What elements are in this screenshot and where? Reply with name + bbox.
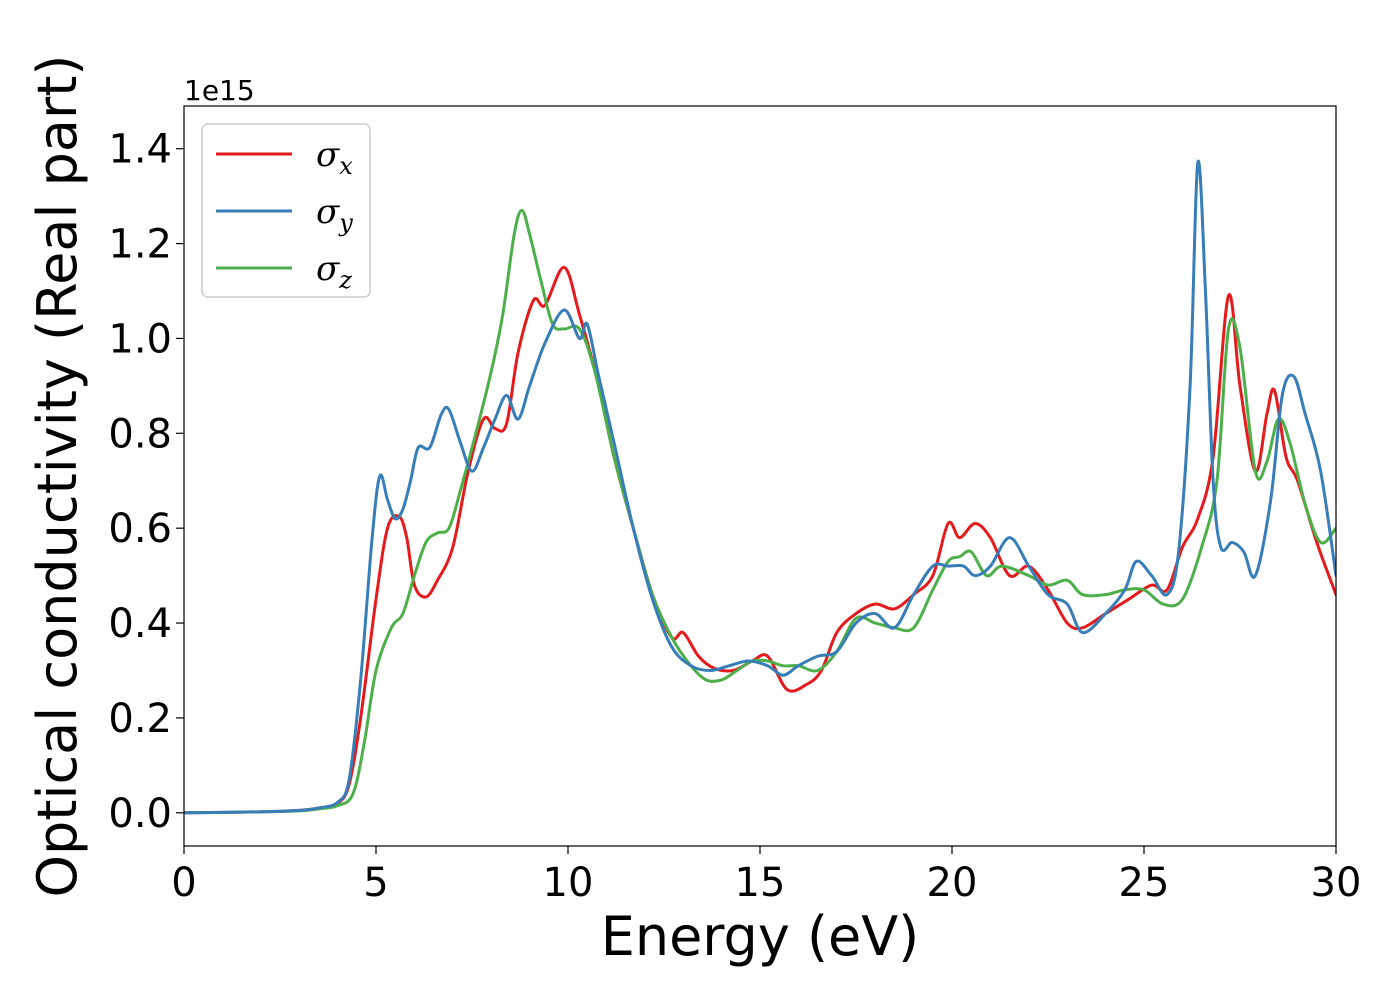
x-tick-label: 15 <box>735 860 786 906</box>
series-line-x <box>184 265 1336 815</box>
x-tick-label: 20 <box>927 860 978 906</box>
y-tick-label: 0.8 <box>108 411 172 457</box>
y-offset-text: 1e15 <box>184 74 255 107</box>
x-tick-label: 25 <box>1119 860 1170 906</box>
legend-symbol: σ <box>316 192 340 232</box>
x-tick-label: 0 <box>171 860 196 906</box>
y-tick-label: 0.2 <box>108 696 172 742</box>
y-tick-label: 1.0 <box>108 316 172 362</box>
y-tick-label: 0.6 <box>108 506 172 552</box>
y-tick-label: 1.4 <box>108 127 172 173</box>
x-axis: 0 5 10 15 20 25 30 <box>171 846 1361 906</box>
y-tick-label: 0.4 <box>108 601 172 647</box>
legend-label-z: σz <box>316 249 352 294</box>
y-tick-label: 1.2 <box>108 222 172 268</box>
legend-subscript: z <box>338 266 352 294</box>
series-layer <box>184 159 1336 815</box>
legend-symbol: σ <box>316 135 340 175</box>
y-axis-label: Optical conductivity (Real part) <box>26 55 89 898</box>
legend-label-x: σx <box>316 135 353 180</box>
y-tick-label: 0.0 <box>108 791 172 837</box>
legend-subscript: x <box>339 152 353 180</box>
series-line-z <box>184 208 1336 815</box>
legend-subscript: y <box>338 209 353 237</box>
x-tick-label: 10 <box>543 860 594 906</box>
y-axis: 0.0 0.2 0.4 0.6 0.8 1.0 1.2 1.4 <box>108 127 184 837</box>
legend-symbol: σ <box>316 249 340 289</box>
x-axis-label: Energy (eV) <box>601 905 920 968</box>
series-line-y <box>184 159 1336 815</box>
x-tick-label: 30 <box>1311 860 1362 906</box>
legend-label-y: σy <box>316 192 353 237</box>
x-tick-label: 5 <box>363 860 388 906</box>
